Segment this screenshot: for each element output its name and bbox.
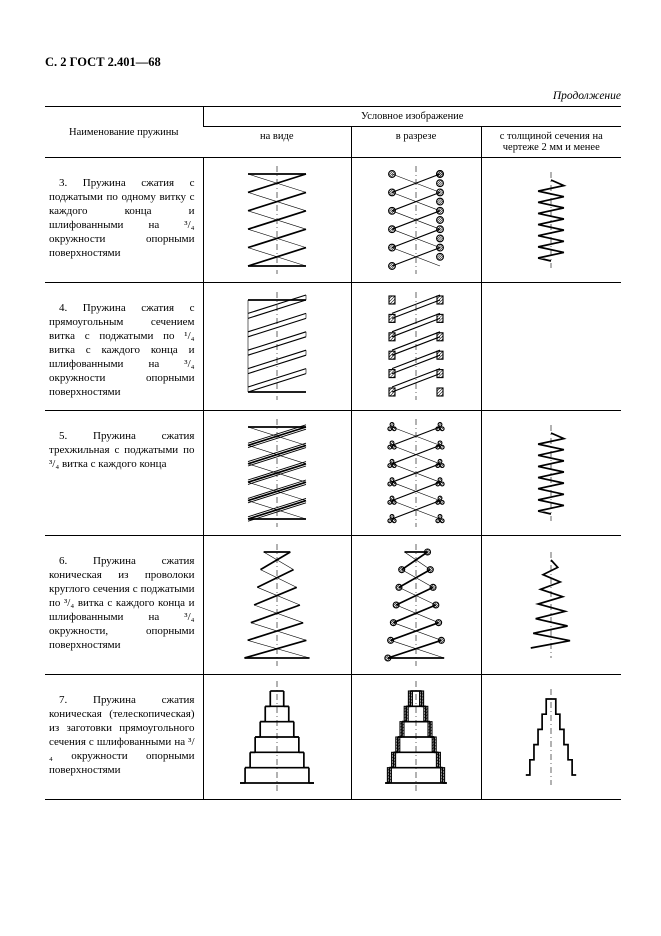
th-name: Наименование пружины xyxy=(45,107,203,158)
spring-simplified xyxy=(481,535,621,674)
row-name: 4. Пружина сжатия с прямоугольным сечени… xyxy=(45,283,203,411)
th-col-a: на виде xyxy=(203,127,351,158)
spring-section xyxy=(351,283,481,411)
row-name: 6. Пружина сжатия коническая из проволок… xyxy=(45,535,203,674)
row-name: 5. Пружина сжатия трехжильная с поджатым… xyxy=(45,410,203,535)
row-name: 7. Пружина сжатия коническая (телескопич… xyxy=(45,674,203,799)
th-col-c: с толщиной сечения на чертеже 2 мм и мен… xyxy=(481,127,621,158)
th-group: Условное изображение xyxy=(203,107,621,127)
spring-simplified xyxy=(481,674,621,799)
spring-view xyxy=(203,674,351,799)
spring-simplified xyxy=(481,410,621,535)
row-name: 3. Пружина сжатия с поджатыми по одному … xyxy=(45,158,203,283)
spring-section xyxy=(351,674,481,799)
page-number-label: С. 2 ГОСТ 2.401—68 xyxy=(45,55,621,70)
spring-view xyxy=(203,158,351,283)
th-col-b: в разрезе xyxy=(351,127,481,158)
spring-simplified xyxy=(481,158,621,283)
spring-simplified xyxy=(481,283,621,411)
spring-section xyxy=(351,410,481,535)
spring-view xyxy=(203,535,351,674)
springs-table: Наименование пружины Условное изображени… xyxy=(45,106,621,800)
spring-section xyxy=(351,535,481,674)
spring-view xyxy=(203,283,351,411)
spring-view xyxy=(203,410,351,535)
continuation-label: Продолжение xyxy=(45,90,621,102)
spring-section xyxy=(351,158,481,283)
